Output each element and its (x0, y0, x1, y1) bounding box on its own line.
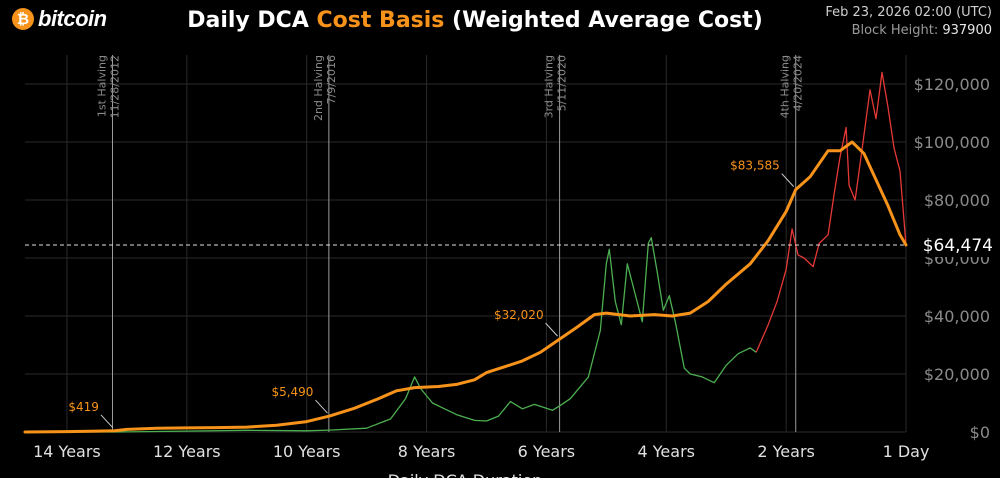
halving-label: 2nd Halving 7/9/2016 (312, 55, 338, 121)
annotation-leader (781, 173, 795, 187)
halving-date: 4/20/2024 (792, 55, 805, 111)
title-prefix: Daily DCA (187, 8, 317, 33)
halving-label: 1st Halving 11/28/2012 (96, 55, 122, 118)
y-tick-label: $120,000 (914, 75, 990, 94)
x-tick-label: 2 Years (757, 442, 814, 461)
x-tick-label: 14 Years (33, 442, 101, 461)
y-tick-label: $0 (970, 423, 990, 442)
cost-basis-line (23, 140, 908, 434)
y-tick-label: $40,000 (924, 307, 990, 326)
x-tick-label: 1 Day (883, 442, 930, 461)
chart-title: Daily DCA Cost Basis (Weighted Average C… (0, 8, 950, 33)
title-suffix: (Weighted Average Cost) (444, 8, 763, 33)
y-tick-label: $80,000 (924, 191, 990, 210)
annotation-leader (100, 414, 114, 429)
annotation-label: $32,020 (494, 308, 544, 322)
halving-name: 3rd Halving (543, 55, 556, 118)
block-height-label: Block Height: (851, 23, 939, 38)
x-tick-label: 10 Years (273, 442, 341, 461)
timestamp: Feb 23, 2026 02:00 (UTC) (825, 5, 992, 20)
halving-name: 4th Halving (779, 55, 792, 118)
title-accent: Cost Basis (316, 8, 445, 33)
annotation-label: $419 (68, 400, 99, 414)
x-tick-label: 4 Years (638, 442, 695, 461)
halving-label: 3rd Halving 5/11/2020 (543, 55, 569, 118)
bitcoin-logo: ₿ bitcoin (12, 6, 107, 32)
halving-date: 7/9/2016 (325, 55, 338, 104)
price-series-line (755, 71, 907, 353)
y-tick-label: $100,000 (914, 133, 990, 152)
chart-meta: Feb 23, 2026 02:00 (UTC) Block Height: 9… (825, 4, 992, 40)
logo-text: bitcoin (38, 6, 107, 31)
halving-name: 1st Halving (96, 55, 109, 117)
block-height-value: 937900 (942, 23, 992, 38)
halving-date: 11/28/2012 (109, 55, 122, 118)
x-tick-label: 8 Years (398, 442, 455, 461)
price-series-line (25, 237, 757, 433)
halving-label: 4th Halving 4/20/2024 (779, 55, 805, 118)
current-value-label: $64,474 (923, 236, 993, 256)
y-tick-label: $20,000 (924, 365, 990, 384)
annotation-leader (545, 322, 558, 337)
block-height: Block Height: 937900 (825, 22, 992, 40)
x-tick-label: 12 Years (153, 442, 221, 461)
annotation-label: $83,585 (730, 159, 780, 173)
annotation-leader (315, 399, 328, 414)
x-tick-label: 6 Years (518, 442, 575, 461)
current-value-bg (910, 233, 996, 258)
x-axis-label: Daily DCA Duration (388, 471, 543, 478)
bitcoin-icon: ₿ (12, 8, 34, 30)
halving-name: 2nd Halving (312, 55, 325, 121)
annotation-label: $5,490 (271, 385, 313, 399)
halving-date: 5/11/2020 (556, 55, 569, 111)
